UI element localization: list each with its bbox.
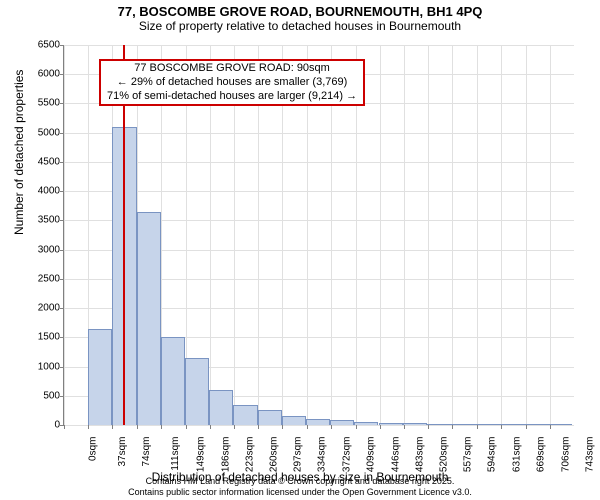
xtick-label: 223sqm <box>244 437 255 473</box>
histogram-bar <box>233 405 257 425</box>
callout-line: 77 BOSCOMBE GROVE ROAD: 90sqm <box>107 62 357 76</box>
xtick-label: 669sqm <box>536 437 547 473</box>
histogram-bar <box>258 410 282 425</box>
ytick-label: 6500 <box>20 40 60 51</box>
xtick-label: 37sqm <box>117 437 128 467</box>
xtick-mark <box>282 425 283 429</box>
ytick-label: 3500 <box>20 215 60 226</box>
histogram-bar <box>403 423 427 425</box>
xtick-label: 594sqm <box>487 437 498 473</box>
callout-box: 77 BOSCOMBE GROVE ROAD: 90sqm← 29% of de… <box>99 59 365 106</box>
histogram-bar <box>330 420 354 425</box>
xtick-label: 0sqm <box>87 437 98 461</box>
histogram-bar <box>282 416 306 425</box>
histogram-bar <box>161 337 185 425</box>
histogram-bar <box>427 424 451 425</box>
histogram-bar <box>475 424 499 425</box>
histogram-bar <box>88 329 112 425</box>
xtick-label: 409sqm <box>366 437 377 473</box>
histogram-bar <box>451 424 475 425</box>
footnote: Contains HM Land Registry data © Crown c… <box>0 476 600 497</box>
gridline-v <box>526 45 527 425</box>
callout-line: 71% of semi-detached houses are larger (… <box>107 90 357 104</box>
xtick-mark <box>88 425 89 429</box>
xtick-mark <box>137 425 138 429</box>
gridline-v <box>477 45 478 425</box>
xtick-mark <box>356 425 357 429</box>
xtick-label: 149sqm <box>196 437 207 473</box>
ytick-label: 2500 <box>20 273 60 284</box>
chart-subtitle: Size of property relative to detached ho… <box>0 19 600 33</box>
histogram-bar <box>524 424 548 425</box>
xtick-label: 631sqm <box>511 437 522 473</box>
histogram-bar <box>379 423 403 425</box>
xtick-mark <box>501 425 502 429</box>
gridline-h <box>64 162 574 163</box>
callout-line: ← 29% of detached houses are smaller (3,… <box>107 76 357 90</box>
ytick-label: 3000 <box>20 244 60 255</box>
xtick-mark <box>161 425 162 429</box>
footnote-line-1: Contains HM Land Registry data © Crown c… <box>0 476 600 486</box>
xtick-mark <box>380 425 381 429</box>
xtick-mark <box>234 425 235 429</box>
ytick-label: 4000 <box>20 186 60 197</box>
xtick-mark <box>258 425 259 429</box>
xtick-label: 260sqm <box>269 437 280 473</box>
xtick-label: 297sqm <box>293 437 304 473</box>
xtick-label: 186sqm <box>220 437 231 473</box>
ytick-label: 1000 <box>20 361 60 372</box>
gridline-h <box>64 133 574 134</box>
xtick-mark <box>428 425 429 429</box>
xtick-label: 743sqm <box>584 437 595 473</box>
xtick-label: 111sqm <box>170 437 181 471</box>
gridline-v <box>501 45 502 425</box>
xtick-label: 334sqm <box>317 437 328 473</box>
xtick-mark <box>186 425 187 429</box>
gridline-v <box>428 45 429 425</box>
xtick-mark <box>550 425 551 429</box>
gridline-v <box>380 45 381 425</box>
ytick-label: 4500 <box>20 156 60 167</box>
xtick-label: 520sqm <box>439 437 450 473</box>
xtick-mark <box>477 425 478 429</box>
gridline-v <box>404 45 405 425</box>
xtick-label: 74sqm <box>141 437 152 467</box>
xtick-mark <box>210 425 211 429</box>
histogram-bar <box>185 358 209 425</box>
ytick-label: 0 <box>20 420 60 431</box>
xtick-mark <box>64 425 65 429</box>
gridline-v <box>64 45 65 425</box>
gridline-v <box>452 45 453 425</box>
histogram-bar <box>209 390 233 425</box>
ytick-label: 1500 <box>20 332 60 343</box>
gridline-v <box>550 45 551 425</box>
ytick-label: 500 <box>20 390 60 401</box>
gridline-h <box>64 425 574 426</box>
xtick-label: 483sqm <box>414 437 425 473</box>
footnote-line-2: Contains public sector information licen… <box>0 487 600 497</box>
xtick-mark <box>526 425 527 429</box>
histogram-bar <box>499 424 523 425</box>
xtick-mark <box>112 425 113 429</box>
histogram-bar <box>354 422 378 426</box>
gridline-h <box>64 45 574 46</box>
histogram-bar <box>306 419 330 425</box>
ytick-label: 5000 <box>20 127 60 138</box>
gridline-h <box>64 191 574 192</box>
xtick-label: 446sqm <box>390 437 401 473</box>
xtick-mark <box>404 425 405 429</box>
xtick-mark <box>307 425 308 429</box>
ytick-label: 2000 <box>20 303 60 314</box>
ytick-label: 5500 <box>20 98 60 109</box>
ytick-label: 6000 <box>20 69 60 80</box>
xtick-label: 706sqm <box>560 437 571 473</box>
xtick-label: 557sqm <box>463 437 474 473</box>
xtick-mark <box>331 425 332 429</box>
histogram-bar <box>548 424 572 425</box>
histogram-bar <box>137 212 161 425</box>
xtick-label: 372sqm <box>342 437 353 473</box>
xtick-mark <box>452 425 453 429</box>
y-axis-label: Number of detached properties <box>12 70 26 235</box>
chart-title: 77, BOSCOMBE GROVE ROAD, BOURNEMOUTH, BH… <box>0 0 600 19</box>
